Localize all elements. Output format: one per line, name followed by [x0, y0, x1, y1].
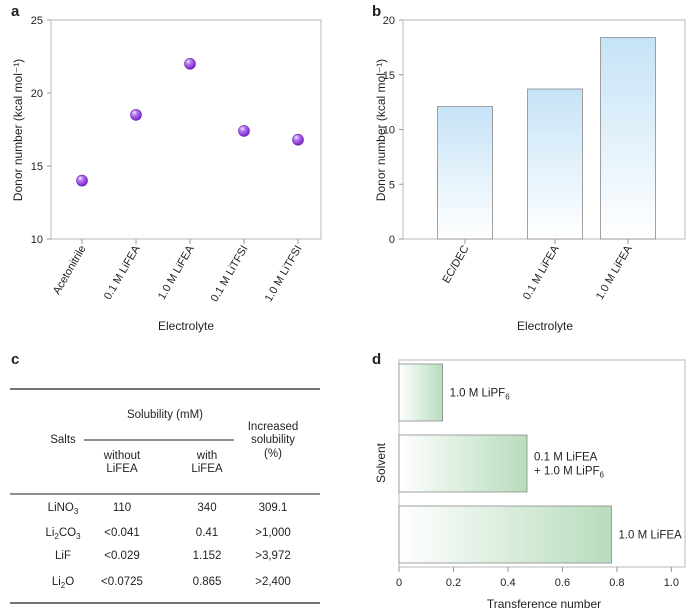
y-axis-title-a: Donor number (kcal mol⁻¹)	[11, 59, 25, 201]
bar-b	[527, 88, 583, 240]
salt-text: LiNO	[48, 502, 74, 514]
header-increased-line1: Increased	[248, 421, 299, 433]
table-cell-with: 0.865	[193, 576, 222, 588]
header-salts: Salts	[50, 434, 76, 446]
data-point-a	[238, 125, 250, 137]
bar-d	[398, 434, 528, 493]
table-cell-salt: LiNO3	[48, 502, 79, 516]
panel-d-hbar: Solvent Transference number 1.0 M LiPF60…	[374, 359, 686, 611]
bar-b	[600, 37, 656, 240]
x-tick-label-a: Acetonitrile	[51, 244, 89, 297]
table-cell-without: <0.029	[104, 550, 140, 562]
x-tick-label-a: 1.0 M LiTFSI	[263, 244, 305, 305]
y-tick-label-a: 20	[31, 88, 43, 100]
subscript: 2	[61, 581, 66, 590]
table-cell-with: 340	[197, 502, 216, 514]
header-with-line2: LiFEA	[191, 463, 223, 475]
data-point-a	[130, 109, 142, 121]
panel-a-scatter: Donor number (kcal mol⁻¹) Electrolyte 10…	[11, 15, 322, 333]
x-tick-label-b: EC/DEC	[440, 243, 471, 285]
plot-frame-a	[50, 19, 322, 240]
x-axis-title-a: Electrolyte	[158, 319, 214, 333]
y-tick-label-b: 5	[389, 179, 395, 191]
table-cell-with: 0.41	[196, 527, 218, 539]
bar-b	[437, 106, 493, 240]
subscript: 6	[600, 471, 605, 480]
panel-d-letter: d	[372, 351, 381, 368]
header-without-line1: without	[103, 450, 141, 462]
table-cell-increased: 309.1	[259, 502, 288, 514]
salt-text: CO	[59, 527, 76, 539]
y-tick-label-a: 15	[31, 161, 43, 173]
x-axis-title-d: Transference number	[487, 597, 601, 611]
x-tick-label-b: 1.0 M LiFEA	[594, 243, 635, 302]
y-tick-label-b: 0	[389, 234, 395, 246]
header-increased-line3: (%)	[264, 448, 282, 460]
subscript: 3	[76, 532, 81, 541]
bar-label-text: + 1.0 M LiPF	[534, 466, 600, 478]
data-point-a	[292, 133, 304, 146]
table-cell-salt: Li2CO3	[45, 527, 81, 541]
subscript: 3	[74, 507, 79, 516]
salt-text: LiF	[55, 550, 71, 562]
x-tick-label-b: 0.1 M LiFEA	[521, 243, 562, 302]
subscript: 2	[54, 532, 59, 541]
y-tick-label-b: 10	[383, 125, 395, 137]
x-tick-label-d: 0	[396, 577, 402, 589]
y-tick-label-a: 10	[31, 234, 43, 246]
bar-label-d: 0.1 M LiFEA	[534, 452, 598, 464]
table-cell-salt: Li2O	[52, 576, 74, 590]
y-tick-label-b: 20	[383, 15, 395, 27]
x-tick-label-a: 1.0 M LiFEA	[156, 243, 197, 302]
panel-b-bar: Donor number (kcal mol⁻¹) Electrolyte 0 5…	[374, 15, 686, 333]
salt-text: Li	[52, 576, 61, 588]
header-solubility-group: Solubility (mM)	[127, 409, 203, 421]
x-tick-label-d: 1.0	[664, 577, 679, 589]
table-cell-increased: >2,400	[255, 576, 291, 588]
bar-label-d: 1.0 M LiPF6	[450, 388, 511, 402]
header-increased-line2: solubility	[251, 434, 295, 446]
bar-label-text: 1.0 M LiFEA	[618, 530, 682, 542]
subscript: 6	[505, 393, 510, 402]
x-tick-label-d: 0.2	[446, 577, 461, 589]
table-cell-increased: >1,000	[255, 527, 291, 539]
data-point-a	[184, 57, 196, 70]
table-cell-without: <0.0725	[101, 576, 143, 588]
y-tick-label-a: 25	[31, 15, 43, 27]
bar-d	[398, 363, 443, 422]
salt-text: Li	[45, 527, 54, 539]
salt-text: O	[65, 576, 74, 588]
data-point-a	[76, 174, 88, 187]
y-axis-title-b: Donor number (kcal mol⁻¹)	[374, 59, 388, 201]
x-tick-label-a: 0.1 M LiTFSI	[209, 244, 251, 305]
panel-c-table: Salts Solubility (mM) without LiFEA with…	[10, 388, 320, 604]
x-tick-label-d: 0.6	[555, 577, 570, 589]
panel-c-letter: c	[11, 351, 19, 368]
bar-label-d: + 1.0 M LiPF6	[534, 466, 605, 480]
bar-d	[398, 505, 612, 564]
y-tick-label-b: 15	[383, 70, 395, 82]
panel-a-letter: a	[11, 3, 20, 20]
x-tick-label-d: 0.4	[500, 577, 515, 589]
table-cell-without: 110	[113, 502, 131, 514]
x-axis-title-b: Electrolyte	[517, 319, 573, 333]
table-cell-without: <0.041	[104, 527, 140, 539]
bar-label-d: 1.0 M LiFEA	[618, 530, 682, 542]
x-tick-label-d: 0.8	[609, 577, 624, 589]
panel-b-letter: b	[372, 3, 381, 20]
header-without-line2: LiFEA	[106, 463, 138, 475]
bar-label-text: 0.1 M LiFEA	[534, 452, 598, 464]
bar-label-text: 1.0 M LiPF	[450, 388, 506, 400]
table-cell-increased: >3,972	[255, 550, 291, 562]
header-with-line1: with	[196, 450, 217, 462]
table-cell-salt: LiF	[55, 550, 71, 562]
table-cell-with: 1.152	[193, 550, 222, 562]
x-tick-label-a: 0.1 M LiFEA	[102, 243, 143, 302]
y-axis-title-d: Solvent	[374, 442, 388, 483]
